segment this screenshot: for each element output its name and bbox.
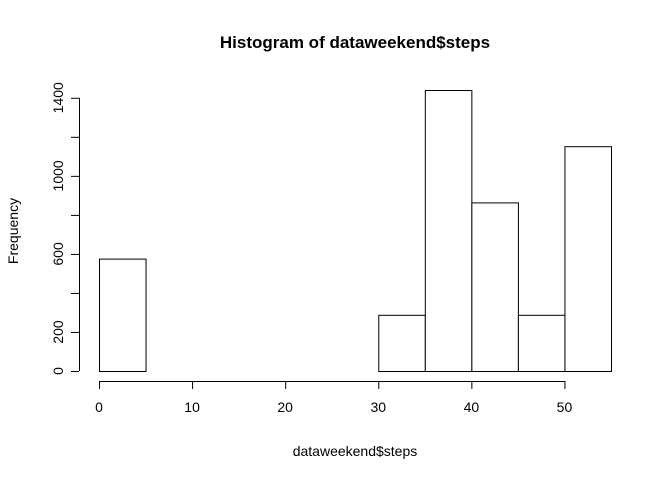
histogram-bar-6 <box>378 314 426 372</box>
y-tick-label-0: 0 <box>50 367 66 375</box>
y-tick-label-7: 1400 <box>50 82 66 113</box>
chart-title: Histogram of dataweekend$steps <box>220 33 490 52</box>
x-tick-label-2: 20 <box>277 399 293 415</box>
y-tick-label-1: 200 <box>50 320 66 344</box>
x-tick-label-5: 50 <box>557 399 573 415</box>
histogram-bar-0 <box>99 258 147 373</box>
histogram-bar-10 <box>564 146 612 372</box>
x-tick-label-4: 40 <box>464 399 480 415</box>
x-axis-label: dataweekend$steps <box>293 443 418 459</box>
y-axis: 0 200 600 1000 1400 <box>50 82 80 375</box>
histogram-bar-8 <box>471 202 519 372</box>
y-axis-label: Frequency <box>5 198 21 264</box>
x-tick-label-3: 30 <box>370 399 386 415</box>
histogram-bar-9 <box>517 314 566 372</box>
bars-group <box>99 90 612 373</box>
histogram-bar-7 <box>424 90 473 372</box>
y-tick-label-3: 600 <box>50 242 66 266</box>
x-tick-label-1: 10 <box>184 399 200 415</box>
y-tick-label-5: 1000 <box>50 160 66 191</box>
x-tick-label-0: 0 <box>95 399 103 415</box>
x-axis: 0 10 20 30 40 50 <box>95 381 572 415</box>
